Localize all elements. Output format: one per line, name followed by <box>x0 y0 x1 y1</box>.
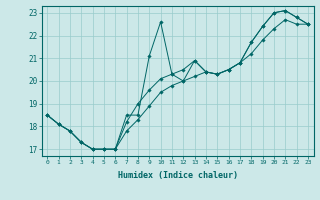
X-axis label: Humidex (Indice chaleur): Humidex (Indice chaleur) <box>118 171 237 180</box>
